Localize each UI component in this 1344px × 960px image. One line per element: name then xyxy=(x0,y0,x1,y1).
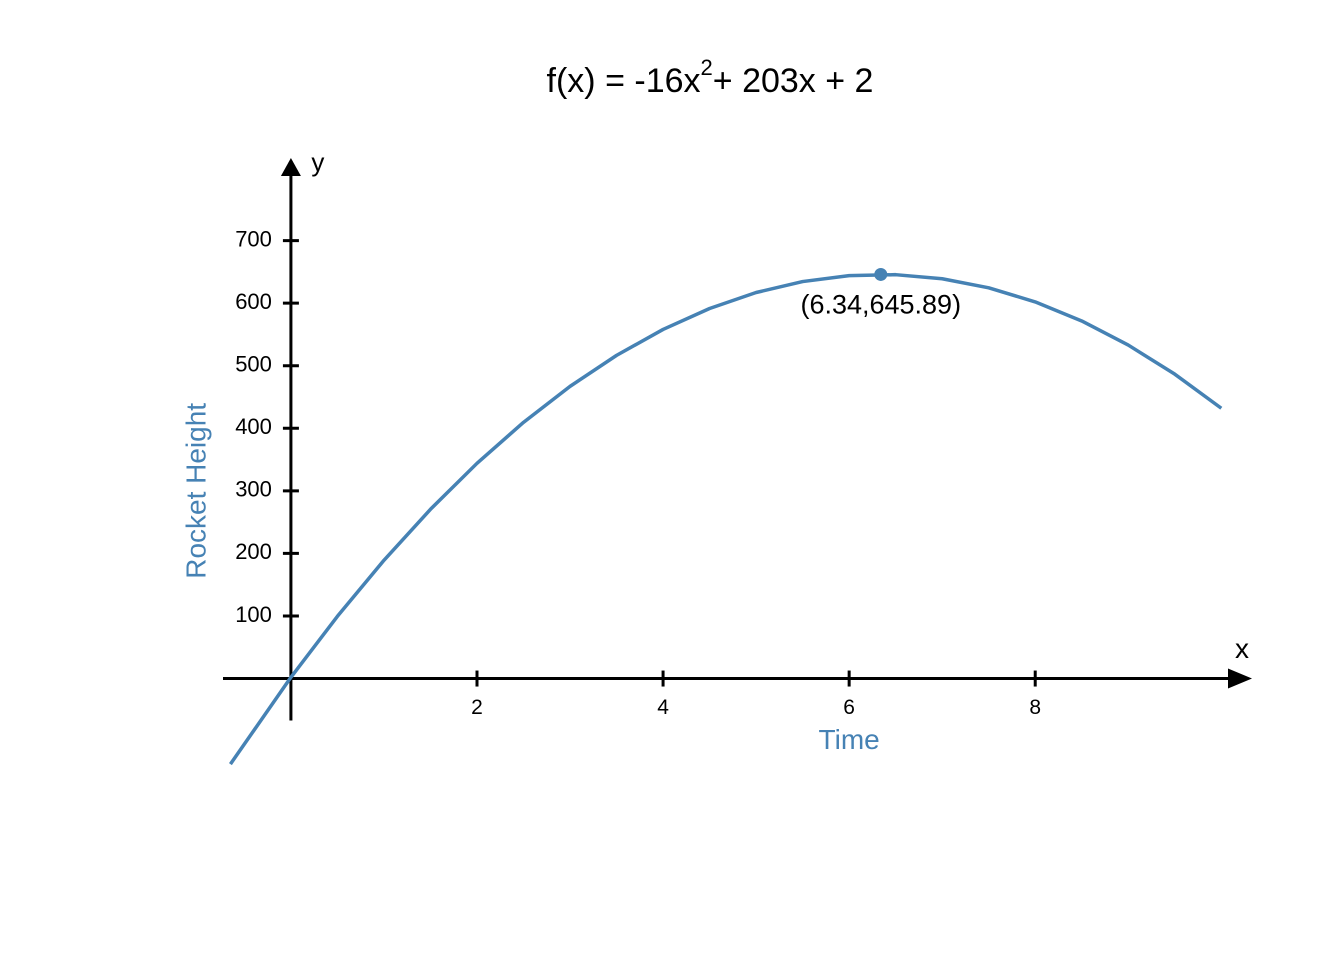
y-tick-label: 200 xyxy=(235,539,272,564)
title-part: f(x) = -16x xyxy=(547,62,701,100)
curve xyxy=(229,272,1223,766)
x-tick-label: 2 xyxy=(471,696,483,719)
x-tick-label: 6 xyxy=(843,696,855,719)
x-axis-arrow xyxy=(1228,668,1252,689)
chart-title: f(x) = -16x2+ 203x + 2 xyxy=(547,55,874,100)
y-tick-label: 500 xyxy=(235,352,272,377)
vertex-point xyxy=(874,267,888,281)
y-axis-label: Rocket Height xyxy=(180,403,211,579)
x-axis-letter: x xyxy=(1235,633,1249,664)
point-label: (6.34,645.89) xyxy=(800,290,961,320)
title-superscript: 2 xyxy=(701,55,713,80)
y-axis-arrow xyxy=(280,158,301,176)
x-tick-label: 4 xyxy=(657,696,669,719)
y-tick-label: 700 xyxy=(235,226,272,251)
title-part: + 203x + 2 xyxy=(713,62,874,100)
y-axis-letter: y xyxy=(311,147,324,177)
x-tick-label: 8 xyxy=(1029,696,1041,719)
y-tick-label: 300 xyxy=(235,477,272,502)
y-tick-label: 400 xyxy=(235,414,272,439)
x-axis-label: Time xyxy=(819,724,880,755)
y-tick-label: 600 xyxy=(235,289,272,314)
y-tick-label: 100 xyxy=(235,602,272,627)
